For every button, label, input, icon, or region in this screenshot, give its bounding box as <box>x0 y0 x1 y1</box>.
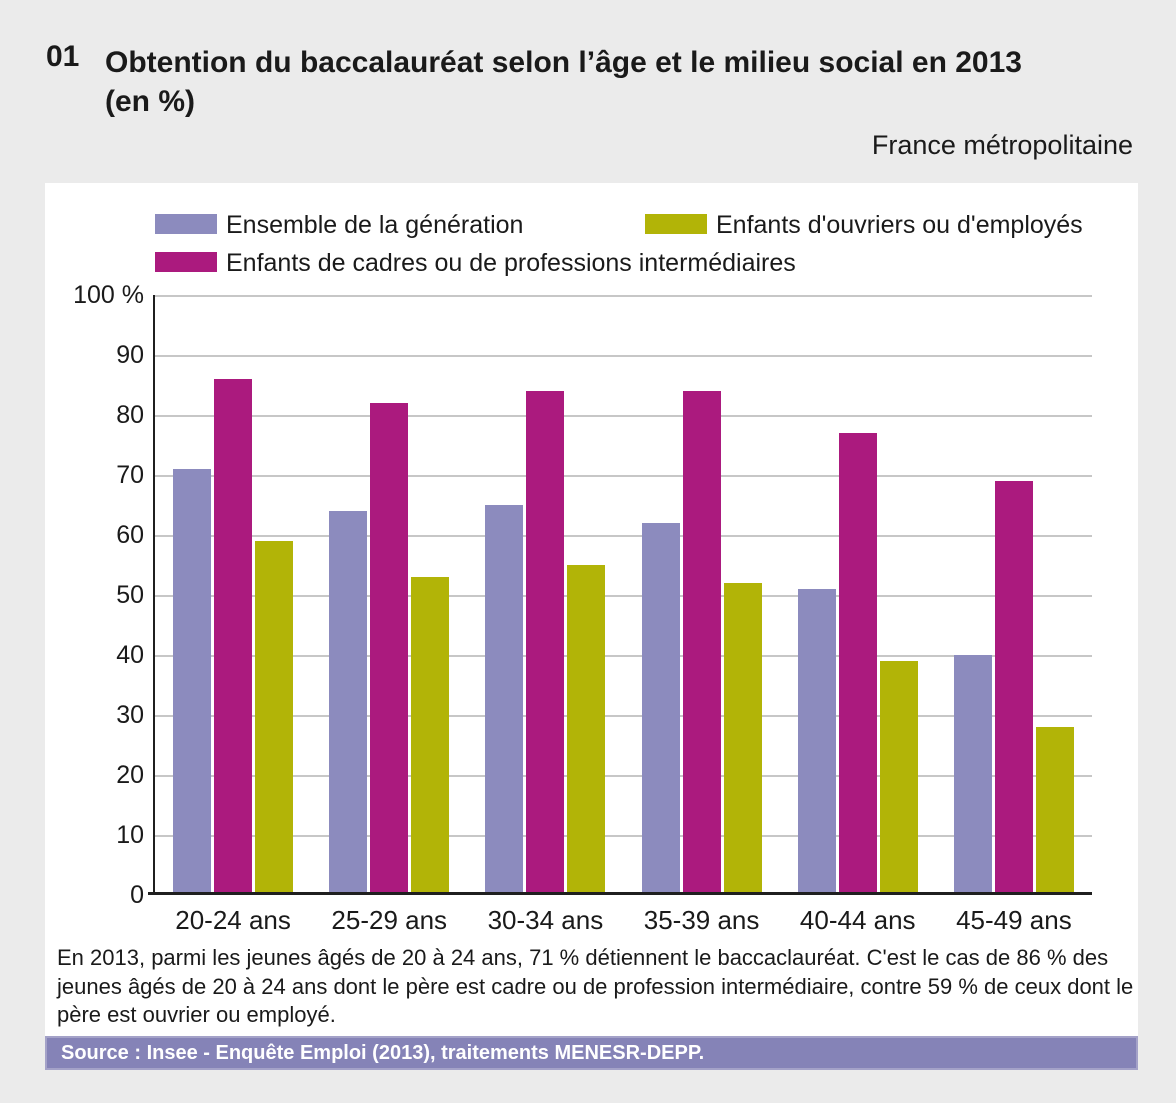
gridline-70 <box>155 475 1092 477</box>
bar-40-44-ans-series-1 <box>838 433 877 895</box>
bar-45-49-ans-series-0 <box>953 655 992 895</box>
y-tick-label-50: 50 <box>116 581 144 609</box>
bar-45-49-ans-series-2 <box>1035 727 1074 895</box>
bar-20-24-ans-series-1 <box>214 379 252 895</box>
gridline-60 <box>155 535 1092 537</box>
y-tick-label-0: 0 <box>130 881 144 909</box>
legend-swatch-ouvriers <box>645 214 707 234</box>
x-axis-labels: 20-24 ans 25-29 ans 30-34 ans 35-39 ans 40-4… <box>155 903 1092 937</box>
x-tick-label-35-39-ans: 35-39 ans <box>643 905 760 935</box>
plot-area <box>148 295 1092 895</box>
bar-group-20-24-ans <box>155 295 311 895</box>
bar-40-44-ans-series-2 <box>879 661 918 895</box>
bar-35-39-ans-series-0 <box>641 523 680 895</box>
gridline-10 <box>155 835 1092 837</box>
bar-20-24-ans-series-0 <box>173 469 211 895</box>
bar-20-24-ans-series-2 <box>255 541 293 895</box>
bar-group-25-29-ans <box>311 295 467 895</box>
y-tick-label-30: 30 <box>116 701 144 729</box>
x-tick-label-20-24-ans: 20-24 ans <box>175 905 291 935</box>
figure-caption: En 2013, parmi les jeunes âgés de 20 à 2… <box>57 945 1134 1027</box>
legend-label-ensemble: Ensemble de la génération <box>226 211 524 239</box>
gridline-100 <box>155 295 1092 297</box>
gridline-20 <box>155 775 1092 777</box>
x-axis-line <box>148 892 1092 895</box>
figure-title-unit: (en %) <box>105 85 195 118</box>
y-tick-label-80: 80 <box>116 401 144 429</box>
bar-30-34-ans-series-1 <box>526 391 565 895</box>
gridline-30 <box>155 715 1092 717</box>
bar-group-35-39-ans <box>624 295 780 895</box>
y-tick-label-70: 70 <box>116 461 144 489</box>
gridline-80 <box>155 415 1092 417</box>
y-tick-label-90: 90 <box>116 341 144 369</box>
x-tick-label-45-49-ans: 45-49 ans <box>956 905 1072 935</box>
source-text: Source : Insee - Enquête Emploi (2013), … <box>61 1042 705 1064</box>
y-tick-label-40: 40 <box>116 641 144 669</box>
bar-30-34-ans-series-2 <box>567 565 606 895</box>
bar-30-34-ans-series-0 <box>485 505 524 895</box>
gridline-50 <box>155 595 1092 597</box>
bar-group-40-44-ans <box>780 295 936 895</box>
bar-35-39-ans-series-2 <box>723 583 762 895</box>
legend-swatch-ensemble <box>155 214 217 234</box>
y-axis-labels: 0 10 20 30 40 50 60 70 80 90 100 % <box>48 281 144 925</box>
bar-group-30-34-ans <box>467 295 623 895</box>
x-tick-label-30-34-ans: 30-34 ans <box>487 905 604 935</box>
source-bar: Source : Insee - Enquête Emploi (2013), … <box>45 1036 1138 1070</box>
gridline-40 <box>155 655 1092 657</box>
figure-title: Obtention du baccalauréat selon l’âge et… <box>105 46 1022 79</box>
bar-group-45-49-ans <box>936 295 1092 895</box>
gridline-90 <box>155 355 1092 357</box>
y-tick-label-20: 20 <box>116 761 144 789</box>
bar-25-29-ans-series-2 <box>411 577 450 895</box>
bar-35-39-ans-series-1 <box>682 391 721 895</box>
x-tick-label-40-44-ans: 40-44 ans <box>799 905 916 935</box>
x-tick-label-25-29-ans: 25-29 ans <box>331 905 448 935</box>
bar-40-44-ans-series-0 <box>797 589 836 895</box>
y-axis-line <box>153 295 155 895</box>
bar-25-29-ans-series-1 <box>370 403 409 895</box>
legend-swatch-cadres <box>155 252 217 272</box>
legend-label-cadres: Enfants de cadres ou de professions inte… <box>226 249 796 277</box>
y-tick-label-60: 60 <box>116 521 144 549</box>
region-label: France métropolitaine <box>871 130 1133 160</box>
figure-number: 01 <box>46 40 80 73</box>
legend-label-ouvriers: Enfants d'ouvriers ou d'employés <box>716 211 1083 239</box>
y-tick-label-100: 100 % <box>73 281 144 309</box>
bar-25-29-ans-series-0 <box>329 511 368 895</box>
bar-45-49-ans-series-1 <box>994 481 1033 895</box>
y-tick-label-10: 10 <box>116 821 144 849</box>
